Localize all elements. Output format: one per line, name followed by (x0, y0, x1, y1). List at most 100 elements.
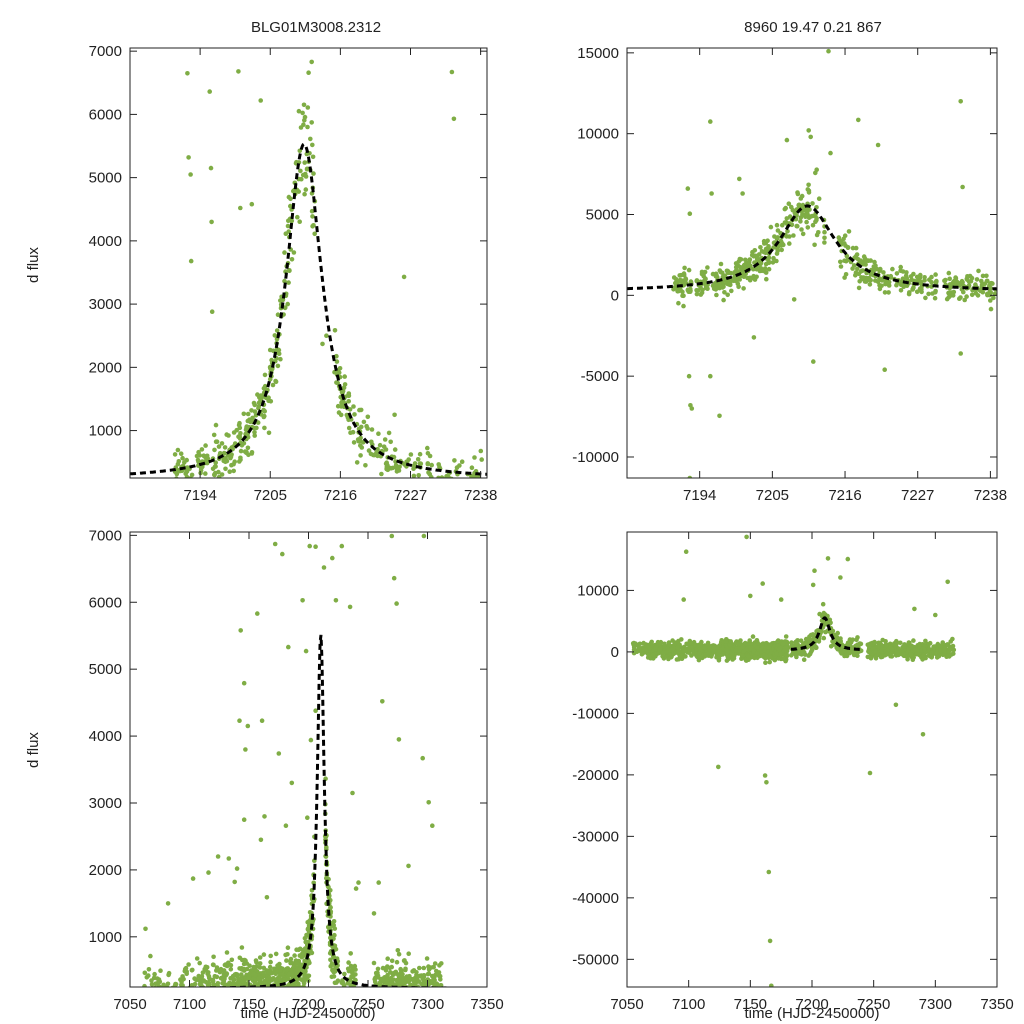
data-point (341, 982, 347, 987)
data-point (174, 480, 179, 485)
data-point (787, 214, 793, 219)
data-point (980, 273, 986, 279)
data-point (762, 773, 768, 778)
data-point (724, 279, 730, 284)
data-point (239, 973, 244, 978)
data-point (340, 978, 345, 983)
data-point (754, 645, 760, 650)
data-point (909, 643, 914, 649)
data-point (721, 297, 726, 303)
data-point (806, 190, 812, 195)
data-point (239, 988, 244, 993)
data-point (886, 290, 891, 295)
data-point (306, 70, 311, 75)
data-point (842, 649, 847, 654)
data-point (736, 259, 742, 264)
data-point (273, 951, 279, 957)
data-point (220, 987, 225, 992)
data-point (331, 919, 337, 924)
data-point (877, 640, 883, 646)
data-point (338, 404, 344, 409)
data-point (827, 617, 833, 623)
data-layer (630, 532, 957, 987)
data-point (911, 638, 916, 643)
data-point (276, 351, 282, 357)
data-point (242, 988, 247, 993)
data-point (417, 965, 422, 971)
data-point (334, 359, 340, 364)
x-tick-label: 7050 (113, 996, 146, 1013)
data-point (933, 280, 939, 285)
data-point (376, 987, 381, 992)
data-point (960, 184, 965, 190)
data-point (151, 1006, 156, 1011)
data-point (783, 639, 789, 644)
data-point (301, 102, 307, 108)
data-point (271, 997, 276, 1002)
data-point (469, 465, 475, 471)
data-point (221, 971, 227, 977)
data-point (396, 951, 402, 957)
data-point (402, 987, 407, 992)
data-point (917, 641, 922, 647)
data-point (385, 996, 390, 1001)
data-point (403, 997, 408, 1002)
data-point (872, 639, 877, 645)
data-point (284, 958, 289, 963)
data-point (262, 383, 268, 389)
data-point (636, 645, 642, 650)
data-point (657, 642, 663, 647)
data-point (172, 983, 178, 987)
data-point (277, 996, 282, 1001)
data-point (287, 268, 292, 273)
data-point (243, 747, 248, 752)
data-point (685, 641, 690, 647)
data-point (431, 964, 436, 970)
y-tick-label: 6000 (89, 106, 122, 123)
data-point (389, 533, 395, 539)
data-point (782, 206, 788, 212)
data-point (148, 1000, 153, 1005)
data-point (798, 219, 803, 224)
data-point (264, 990, 269, 995)
data-point (408, 989, 413, 994)
data-point (901, 651, 906, 657)
data-point (222, 445, 228, 450)
data-point (303, 174, 309, 179)
data-point (199, 447, 205, 452)
data-point (285, 952, 290, 957)
data-point (929, 650, 934, 655)
data-point (216, 991, 221, 996)
data-point (889, 646, 895, 652)
data-point (266, 430, 272, 436)
data-point (229, 957, 235, 963)
data-point (741, 648, 747, 654)
data-point (392, 412, 397, 418)
data-point (211, 954, 216, 960)
data-point (711, 285, 717, 290)
data-point (694, 291, 700, 297)
data-point (418, 988, 423, 993)
y-tick-label: 2000 (89, 359, 122, 376)
data-point (435, 481, 440, 486)
data-point (146, 967, 152, 972)
data-point (767, 659, 772, 665)
data-point (436, 973, 442, 979)
data-point (285, 945, 291, 950)
data-point (158, 1002, 163, 1007)
data-point (395, 948, 401, 953)
plot-frame (129, 47, 488, 479)
data-point (933, 612, 938, 618)
data-point (299, 176, 304, 182)
data-point (452, 458, 457, 463)
data-point (423, 989, 428, 994)
data-point (729, 288, 734, 294)
data-point (855, 653, 860, 658)
data-point (633, 641, 638, 646)
data-point (431, 482, 436, 487)
data-point (241, 988, 246, 993)
data-point (188, 258, 194, 264)
data-point (765, 238, 770, 243)
x-axis-label-left: time (HJD-2450000) (240, 1005, 375, 1022)
